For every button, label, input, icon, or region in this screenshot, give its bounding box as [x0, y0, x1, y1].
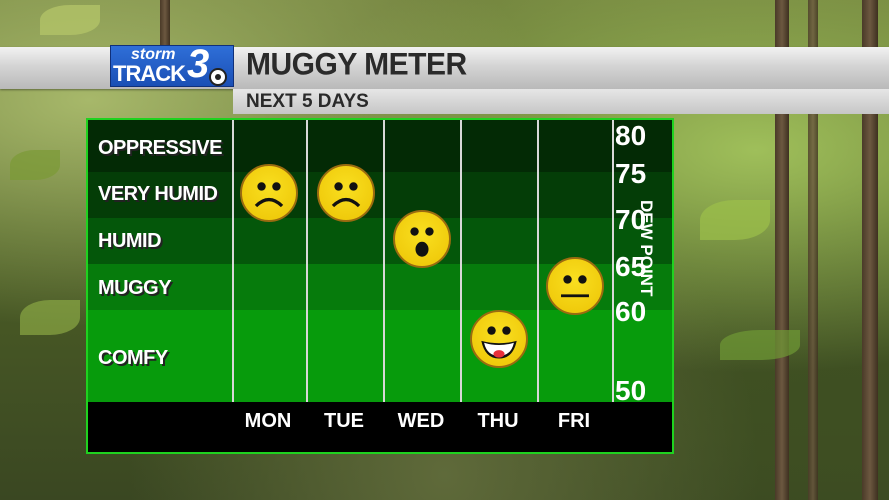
day-label-wed: WED	[397, 410, 445, 432]
subtitle-banner	[233, 89, 889, 114]
dew-point-tick-75: 75	[615, 158, 647, 189]
divider-line	[306, 120, 308, 402]
page-subtitle: NEXT 5 DAYS	[246, 91, 369, 112]
dew-point-tick-50: 50	[615, 375, 647, 406]
day-label-mon: MON	[244, 410, 292, 432]
leaf	[10, 150, 60, 180]
level-label-oppressive: OPPRESSIVE	[98, 137, 222, 159]
cbs-eye-icon	[209, 68, 227, 86]
frown-face-icon	[240, 164, 298, 222]
divider-line	[460, 120, 462, 402]
leaf	[700, 200, 770, 240]
tree-trunk	[862, 0, 878, 500]
divider-line	[612, 120, 614, 402]
band-oppressive	[88, 120, 672, 172]
laughing-face-icon	[470, 310, 528, 368]
band-humid	[88, 218, 672, 264]
dew-point-tick-70: 70	[615, 204, 647, 235]
dew-point-tick-60: 60	[615, 296, 647, 327]
muggy-meter-panel: OPPRESSIVE VERY HUMID HUMID MUGGY COMFY …	[86, 118, 674, 454]
band-very-humid	[88, 172, 672, 218]
day-label-thu: THU	[477, 410, 519, 432]
tree-trunk	[808, 0, 818, 500]
logo-number: 3	[187, 42, 210, 86]
dew-point-tick-80: 80	[615, 120, 647, 151]
leaf	[40, 5, 100, 35]
neutral-face-icon	[546, 257, 604, 315]
tree-trunk	[160, 0, 170, 50]
divider-line	[232, 120, 234, 402]
leaf	[20, 300, 80, 335]
leaf	[720, 330, 800, 360]
storm-track-3-logo: storm TRACK 3	[110, 42, 234, 87]
surprised-face-icon	[393, 210, 451, 268]
page-title: MUGGY METER	[246, 47, 467, 82]
divider-line	[383, 120, 385, 402]
day-label-fri: FRI	[557, 410, 591, 432]
divider-line	[537, 120, 539, 402]
logo-storm-text: storm	[131, 46, 176, 63]
level-label-very-humid: VERY HUMID	[98, 183, 218, 205]
level-label-muggy: MUGGY	[98, 277, 172, 299]
band-comfy	[88, 310, 672, 402]
dew-point-tick-65: 65	[615, 251, 647, 282]
level-label-comfy: COMFY	[98, 347, 168, 369]
tree-trunk	[775, 0, 789, 500]
level-label-humid: HUMID	[98, 230, 162, 252]
dew-point-axis-label: DEW POINT	[637, 200, 656, 297]
day-label-tue: TUE	[324, 410, 364, 432]
logo-track-text: TRACK	[113, 61, 186, 86]
frown-face-icon	[317, 164, 375, 222]
